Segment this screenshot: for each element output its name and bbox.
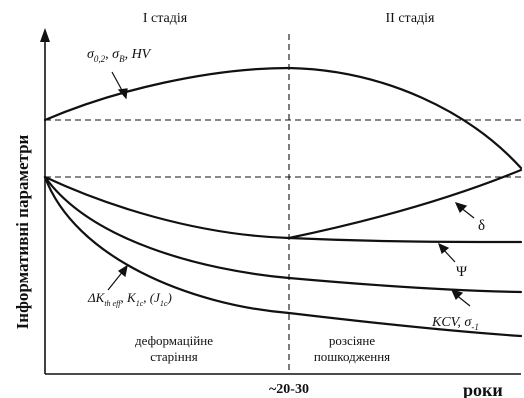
leader-kcv-arrow [450, 289, 464, 301]
axes [44, 38, 521, 375]
left-region-label-line2: старіння [150, 349, 197, 364]
y-axis-arrow [40, 28, 50, 42]
label-fracture: ΔKth eff, K1c, (J1c) [87, 290, 172, 308]
curve-delta [43, 168, 523, 240]
curves [43, 66, 523, 338]
curve-kcv [43, 175, 523, 294]
leader-delta-arrow [454, 202, 468, 214]
leader-psi-arrow [438, 242, 450, 255]
right-region-label-line1: розсіяне [329, 333, 375, 348]
left-region-label-line1: деформаційне [135, 333, 213, 348]
stage-1-label: I стадія [143, 11, 188, 26]
label-kcv: KCV, σ-1 [431, 315, 479, 332]
stage-2-label: II стадія [386, 11, 436, 26]
curve-psi [287, 236, 523, 244]
curve-fracture [43, 175, 523, 338]
x-tick-label: ~20-30 [269, 382, 309, 397]
x-axis-label: роки [463, 380, 503, 398]
label-strength-hv: σ0,2, σB, HV [87, 47, 152, 64]
leader-strength-arrow [117, 88, 128, 100]
curve-strength-hv [43, 66, 523, 170]
leaders [107, 71, 475, 307]
label-psi: Ψ [456, 264, 468, 280]
right-region-label-line2: пошкодження [314, 349, 390, 364]
y-axis-label: Інформативні параметри [13, 134, 32, 329]
label-delta: δ [478, 218, 485, 234]
leader-fracture-arrow [117, 264, 128, 278]
dashed-guides [45, 34, 521, 374]
